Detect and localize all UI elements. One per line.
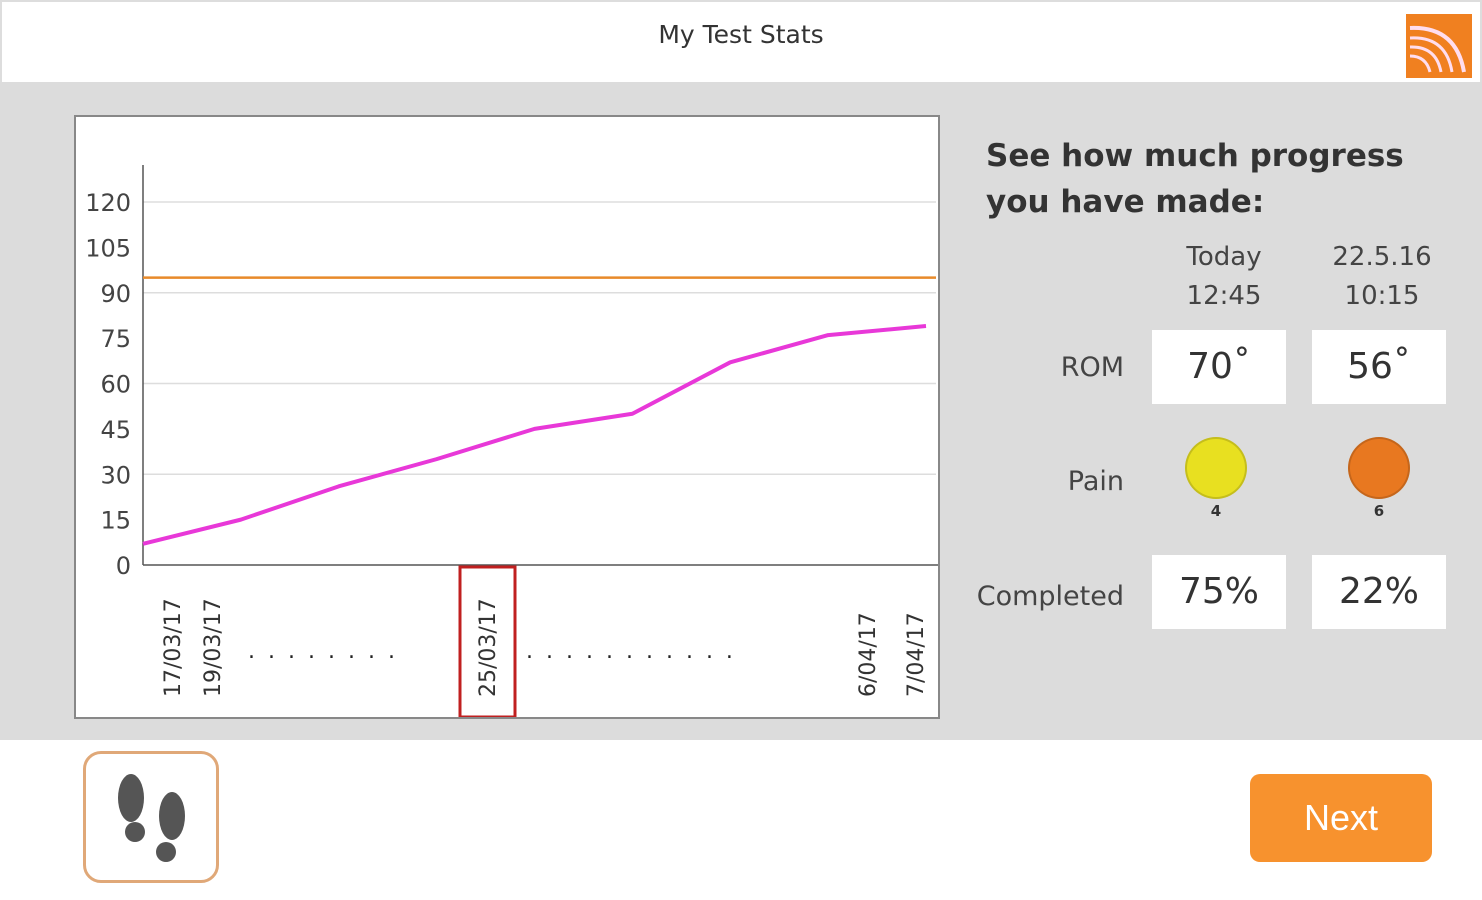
page-title: My Test Stats (658, 20, 824, 49)
y-tick-label: 120 (85, 189, 131, 217)
pain-face-icon (1185, 437, 1247, 499)
footprints-icon (118, 774, 185, 862)
y-tick-label: 105 (85, 234, 131, 262)
y-tick-label: 90 (100, 280, 131, 308)
top-bar: My Test Stats (0, 0, 1482, 82)
x-tick-label: 6/04/17 (856, 612, 881, 697)
y-tick-label: 60 (100, 371, 131, 399)
progress-heading: See how much progress you have made: (986, 138, 1404, 220)
signal-logo-icon (1406, 14, 1472, 78)
progress-line (142, 324, 927, 546)
chart-svg: 120 105 90 75 60 45 30 15 0 17/03/17 19/03/17 25/03… (85, 165, 938, 717)
x-tick-ellipsis: ........... (526, 639, 746, 664)
pain-previous-value: 6 (1373, 502, 1385, 520)
completed-previous-value: 22% (1312, 555, 1446, 629)
completed-today-value: 75% (1152, 555, 1286, 629)
y-tick-label: 75 (100, 325, 131, 353)
y-tick-label: 15 (100, 507, 131, 535)
completed-label: Completed (976, 581, 1124, 612)
y-tick-label: 30 (100, 461, 131, 489)
y-tick-label: 45 (100, 416, 131, 444)
steps-button[interactable] (83, 751, 219, 883)
pain-label: Pain (1067, 466, 1124, 497)
rom-label: ROM (1060, 352, 1124, 383)
column-previous: 22.5.16 10:15 (1332, 242, 1432, 311)
y-tick-label: 0 (116, 552, 131, 580)
selected-date-highlight (458, 565, 517, 717)
pain-face-icon (1348, 437, 1410, 499)
x-tick-ellipsis: ........ (248, 639, 408, 664)
pain-today-value: 4 (1210, 502, 1222, 520)
rom-previous-value: 56˚ (1312, 330, 1446, 404)
progress-chart: 120 105 90 75 60 45 30 15 0 17/03/17 19/03/17 25/03… (74, 115, 940, 719)
rom-today-value: 70˚ (1152, 330, 1286, 404)
x-tick-label: 7/04/17 (904, 612, 929, 697)
x-tick-label: 19/03/17 (201, 598, 226, 697)
next-button[interactable]: Next (1250, 774, 1432, 862)
x-tick-label: 25/03/17 (476, 598, 501, 697)
column-today: Today 12:45 (1186, 242, 1262, 311)
x-tick-label: 17/03/17 (161, 598, 186, 697)
